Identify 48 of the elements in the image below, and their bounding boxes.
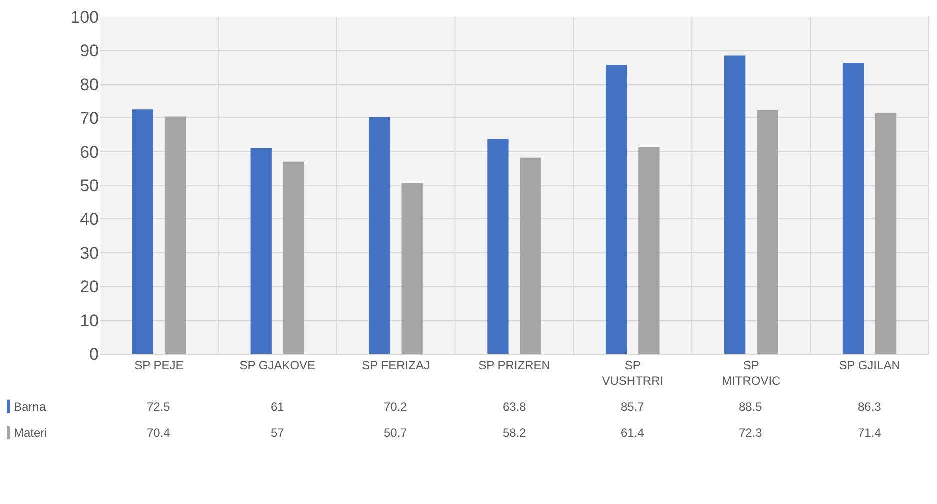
y-tick-label: 30	[80, 244, 99, 263]
data-label: 50.7	[384, 426, 408, 440]
y-tick-label: 60	[80, 142, 99, 162]
y-tick-label: 100	[70, 8, 99, 27]
x-tick-label: SP GJILAN	[839, 358, 900, 372]
bar	[250, 148, 272, 354]
legend-label: Barna	[14, 400, 46, 414]
y-tick-label: 80	[80, 75, 99, 94]
data-label: 70.2	[384, 400, 408, 414]
y-tick-label: 0	[90, 344, 99, 364]
x-tick-label: SP PRIZREN	[478, 358, 550, 372]
data-label: 71.4	[858, 426, 882, 440]
bar	[402, 183, 423, 354]
bar	[724, 56, 746, 354]
bar	[283, 162, 305, 354]
bar	[369, 117, 390, 354]
y-tick-label: 90	[80, 42, 99, 61]
data-label: 72.3	[739, 426, 763, 440]
data-label: 61.4	[621, 426, 645, 440]
x-tick-label: SP VUSHTRRI	[602, 358, 664, 388]
y-tick-label: 70	[80, 109, 99, 128]
x-tick-label: SP PEJE	[134, 358, 184, 372]
bar	[606, 65, 628, 354]
x-tick-label: SP MITROVIC	[722, 358, 782, 388]
data-label: 88.5	[739, 400, 763, 414]
data-label: 85.7	[621, 400, 645, 414]
bar	[164, 116, 186, 354]
bar	[520, 158, 542, 354]
y-tick-label: 20	[80, 278, 99, 297]
bar	[757, 110, 778, 354]
data-label: 58.2	[503, 426, 527, 440]
legend-label: Materi	[14, 426, 48, 440]
y-tick-label: 50	[80, 176, 99, 196]
x-tick-label: SP GJAKOVE	[240, 358, 316, 372]
data-label: 63.8	[503, 400, 527, 414]
bar	[875, 113, 897, 354]
data-label: 70.4	[147, 426, 171, 440]
data-label: 61	[271, 400, 285, 414]
bar	[132, 110, 154, 354]
data-label: 86.3	[858, 400, 882, 414]
y-tick-label: 40	[80, 210, 99, 230]
data-label: 57	[271, 426, 285, 440]
y-tick-label: 10	[80, 311, 99, 330]
data-label: 72.5	[147, 400, 171, 414]
bar	[488, 138, 509, 354]
bar	[638, 147, 660, 354]
x-tick-label: SP FERIZAJ	[362, 358, 430, 372]
bar	[842, 63, 864, 354]
